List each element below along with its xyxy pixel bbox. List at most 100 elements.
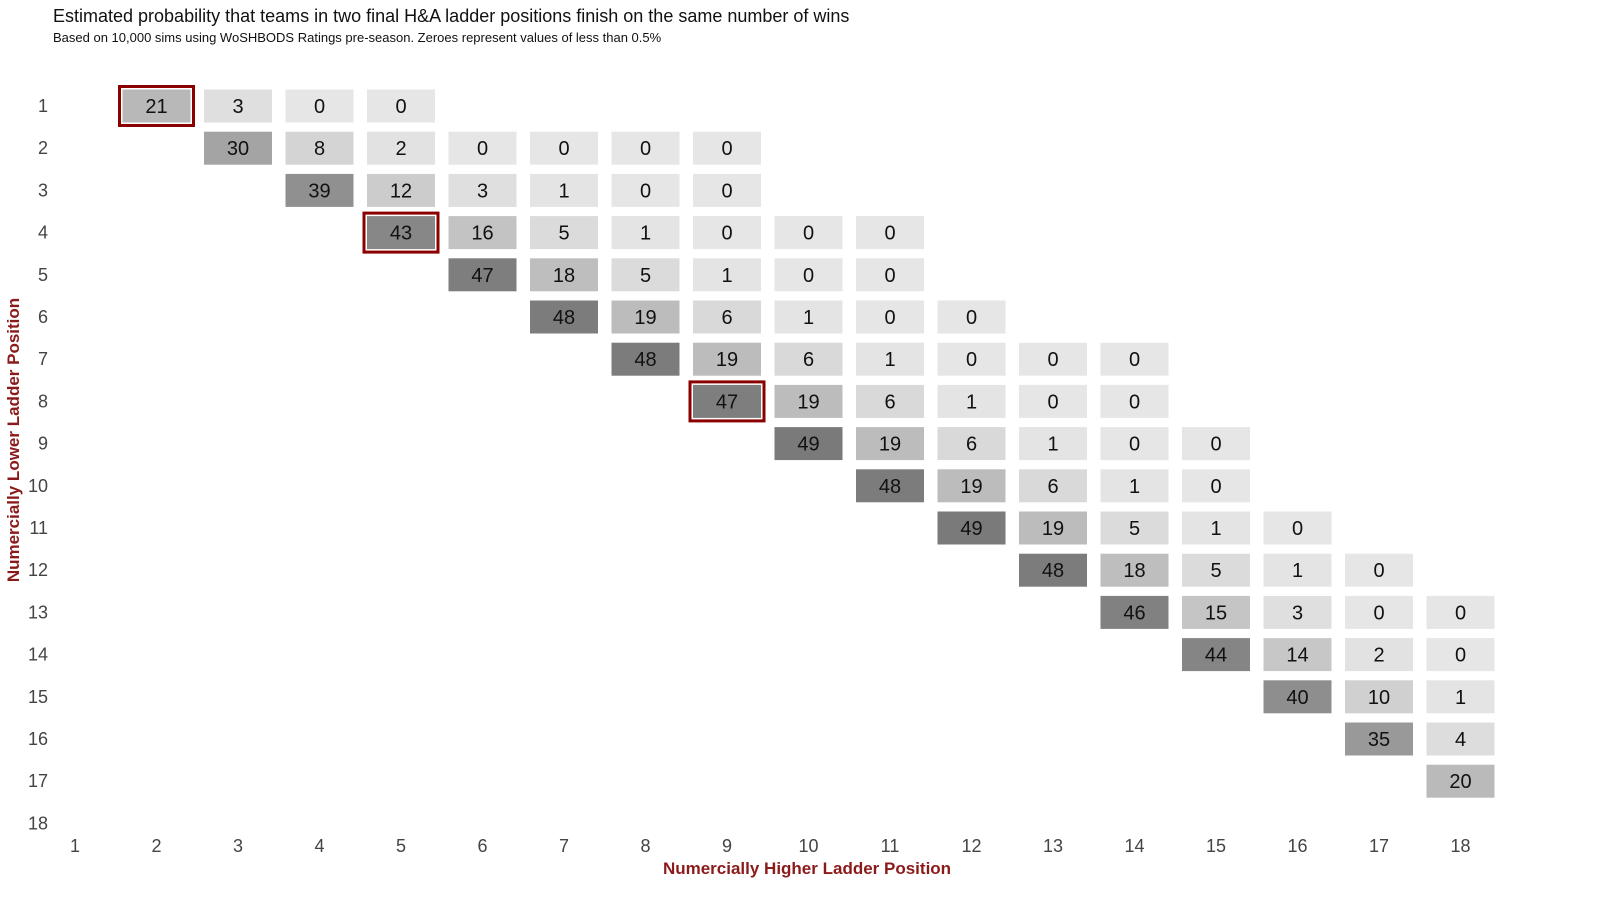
- y-tick-label: 7: [38, 349, 48, 369]
- cell-label-r5-c9: 1: [721, 265, 732, 287]
- heatmap-cell-r9-c14: [1100, 427, 1169, 461]
- cell-label-r12-c17: 0: [1373, 560, 1384, 582]
- x-tick-label: 3: [233, 836, 243, 856]
- heatmap-cell-r4-c8: [611, 216, 680, 250]
- x-tick-label: 11: [881, 836, 900, 856]
- cell-label-r2-c5: 2: [395, 138, 406, 160]
- cell-label-r11-c13: 19: [1042, 518, 1064, 540]
- x-tick-label: 1: [70, 836, 80, 856]
- cell-label-r3-c6: 3: [477, 180, 488, 202]
- heatmap-cell-r16-c17: [1345, 722, 1413, 756]
- cell-label-r2-c9: 0: [721, 138, 732, 160]
- cell-label-r11-c16: 0: [1292, 518, 1303, 540]
- heatmap-cell-r15-c17: [1345, 680, 1413, 714]
- heatmap-cell-r9-c12: [937, 427, 1006, 461]
- heatmap-cell-r14-c18: [1426, 638, 1495, 672]
- cell-label-r6-c10: 1: [803, 307, 814, 329]
- cell-label-r9-c13: 1: [1047, 434, 1058, 456]
- y-tick-label: 1: [38, 96, 48, 116]
- chart-subtitle: Based on 10,000 sims using WoSHBODS Rati…: [53, 30, 662, 45]
- cell-label-r8-c14: 0: [1129, 391, 1140, 413]
- heatmap-cell-r8-c10: [774, 384, 843, 418]
- heatmap-cell-r12-c14: [1100, 553, 1169, 587]
- x-tick-label: 17: [1369, 836, 1389, 856]
- heatmap-cell-r9-c13: [1019, 427, 1087, 461]
- heatmap-cell-r10-c15: [1182, 469, 1250, 503]
- heatmap-cell-r11-c14: [1100, 511, 1169, 545]
- y-tick-label: 15: [28, 687, 48, 707]
- heatmap-cell-r7-c14: [1100, 342, 1169, 376]
- heatmap-cell-r17-c18: [1426, 764, 1495, 798]
- heatmap-cell-r2-c8: [611, 131, 680, 165]
- cell-label-r7-c12: 0: [966, 349, 977, 371]
- cell-label-r14-c17: 2: [1373, 645, 1384, 667]
- cell-label-r10-c11: 48: [879, 476, 901, 498]
- cell-label-r1-c3: 3: [232, 96, 243, 118]
- cell-label-r13-c15: 15: [1205, 602, 1227, 624]
- cell-label-r7-c11: 1: [884, 349, 895, 371]
- heatmap-cell-r2-c7: [530, 131, 598, 165]
- y-tick-label: 3: [38, 180, 48, 200]
- cell-label-r8-c10: 19: [797, 391, 819, 413]
- heatmap-cell-r3-c9: [693, 173, 761, 207]
- heatmap-cell-r7-c11: [856, 342, 924, 376]
- cell-label-r9-c15: 0: [1210, 434, 1221, 456]
- heatmap-cell-r10-c13: [1019, 469, 1087, 503]
- x-tick-label: 16: [1287, 836, 1307, 856]
- y-tick-label: 2: [38, 138, 48, 158]
- cell-label-r4-c7: 5: [558, 223, 569, 245]
- heatmap-cell-r5-c9: [693, 258, 761, 292]
- cell-label-r5-c11: 0: [884, 265, 895, 287]
- x-tick-label: 5: [396, 836, 406, 856]
- heatmap-cell-r13-c14: [1100, 595, 1169, 629]
- heatmap-cell-r3-c6: [448, 173, 517, 207]
- heatmap-cell-r8-c11: [856, 384, 924, 418]
- heatmap-cell-r12-c13: [1019, 553, 1087, 587]
- heatmap-cell-r11-c13: [1019, 511, 1087, 545]
- cell-label-r14-c15: 44: [1205, 645, 1227, 667]
- heatmap-cell-r9-c15: [1182, 427, 1250, 461]
- heatmap-cell-r7-c9: [693, 342, 761, 376]
- heatmap-cell-r14-c17: [1345, 638, 1413, 672]
- x-tick-label: 8: [640, 836, 650, 856]
- heatmap-cell-r6-c10: [774, 300, 843, 334]
- cell-label-r6-c9: 6: [721, 307, 732, 329]
- cell-label-r2-c6: 0: [477, 138, 488, 160]
- cell-label-r7-c10: 6: [803, 349, 814, 371]
- cell-label-r15-c17: 10: [1368, 687, 1390, 709]
- heatmap-cell-r12-c15: [1182, 553, 1250, 587]
- x-axis-title: Numercially Higher Ladder Position: [663, 859, 951, 878]
- x-tick-label: 18: [1450, 836, 1470, 856]
- cell-label-r14-c16: 14: [1286, 645, 1308, 667]
- cell-label-r2-c3: 30: [227, 138, 249, 160]
- heatmap-cell-r13-c18: [1426, 595, 1495, 629]
- y-tick-label: 10: [28, 476, 48, 496]
- heatmap-cell-r14-c15: [1182, 638, 1250, 672]
- cell-label-r6-c7: 48: [553, 307, 575, 329]
- cell-label-r10-c13: 6: [1047, 476, 1058, 498]
- heatmap-cell-r9-c11: [856, 427, 924, 461]
- y-tick-label: 14: [28, 645, 48, 665]
- heatmap-cell-r2-c6: [448, 131, 517, 165]
- cell-label-r7-c13: 0: [1047, 349, 1058, 371]
- heatmap-cell-r5-c10: [774, 258, 843, 292]
- cell-label-r11-c14: 5: [1129, 518, 1140, 540]
- cell-label-r4-c8: 1: [640, 223, 651, 245]
- y-tick-label: 13: [28, 602, 48, 622]
- heatmap-cell-r16-c18: [1426, 722, 1495, 756]
- x-tick-label: 14: [1124, 836, 1144, 856]
- heatmap-cell-r11-c16: [1263, 511, 1332, 545]
- y-axis-title: Numercially Lower Ladder Position: [4, 298, 23, 582]
- cell-label-r13-c18: 0: [1455, 602, 1466, 624]
- heatmap-cell-r8-c12: [937, 384, 1006, 418]
- cell-label-r5-c8: 5: [640, 265, 651, 287]
- cell-label-r9-c10: 49: [797, 434, 819, 456]
- heatmap-cell-r11-c15: [1182, 511, 1250, 545]
- cell-label-r12-c15: 5: [1210, 560, 1221, 582]
- heatmap-cell-r6-c7: [530, 300, 598, 334]
- cell-label-r5-c6: 47: [471, 265, 493, 287]
- cell-label-r6-c11: 0: [884, 307, 895, 329]
- y-tick-label: 18: [28, 813, 48, 833]
- y-tick-label: 4: [38, 223, 48, 243]
